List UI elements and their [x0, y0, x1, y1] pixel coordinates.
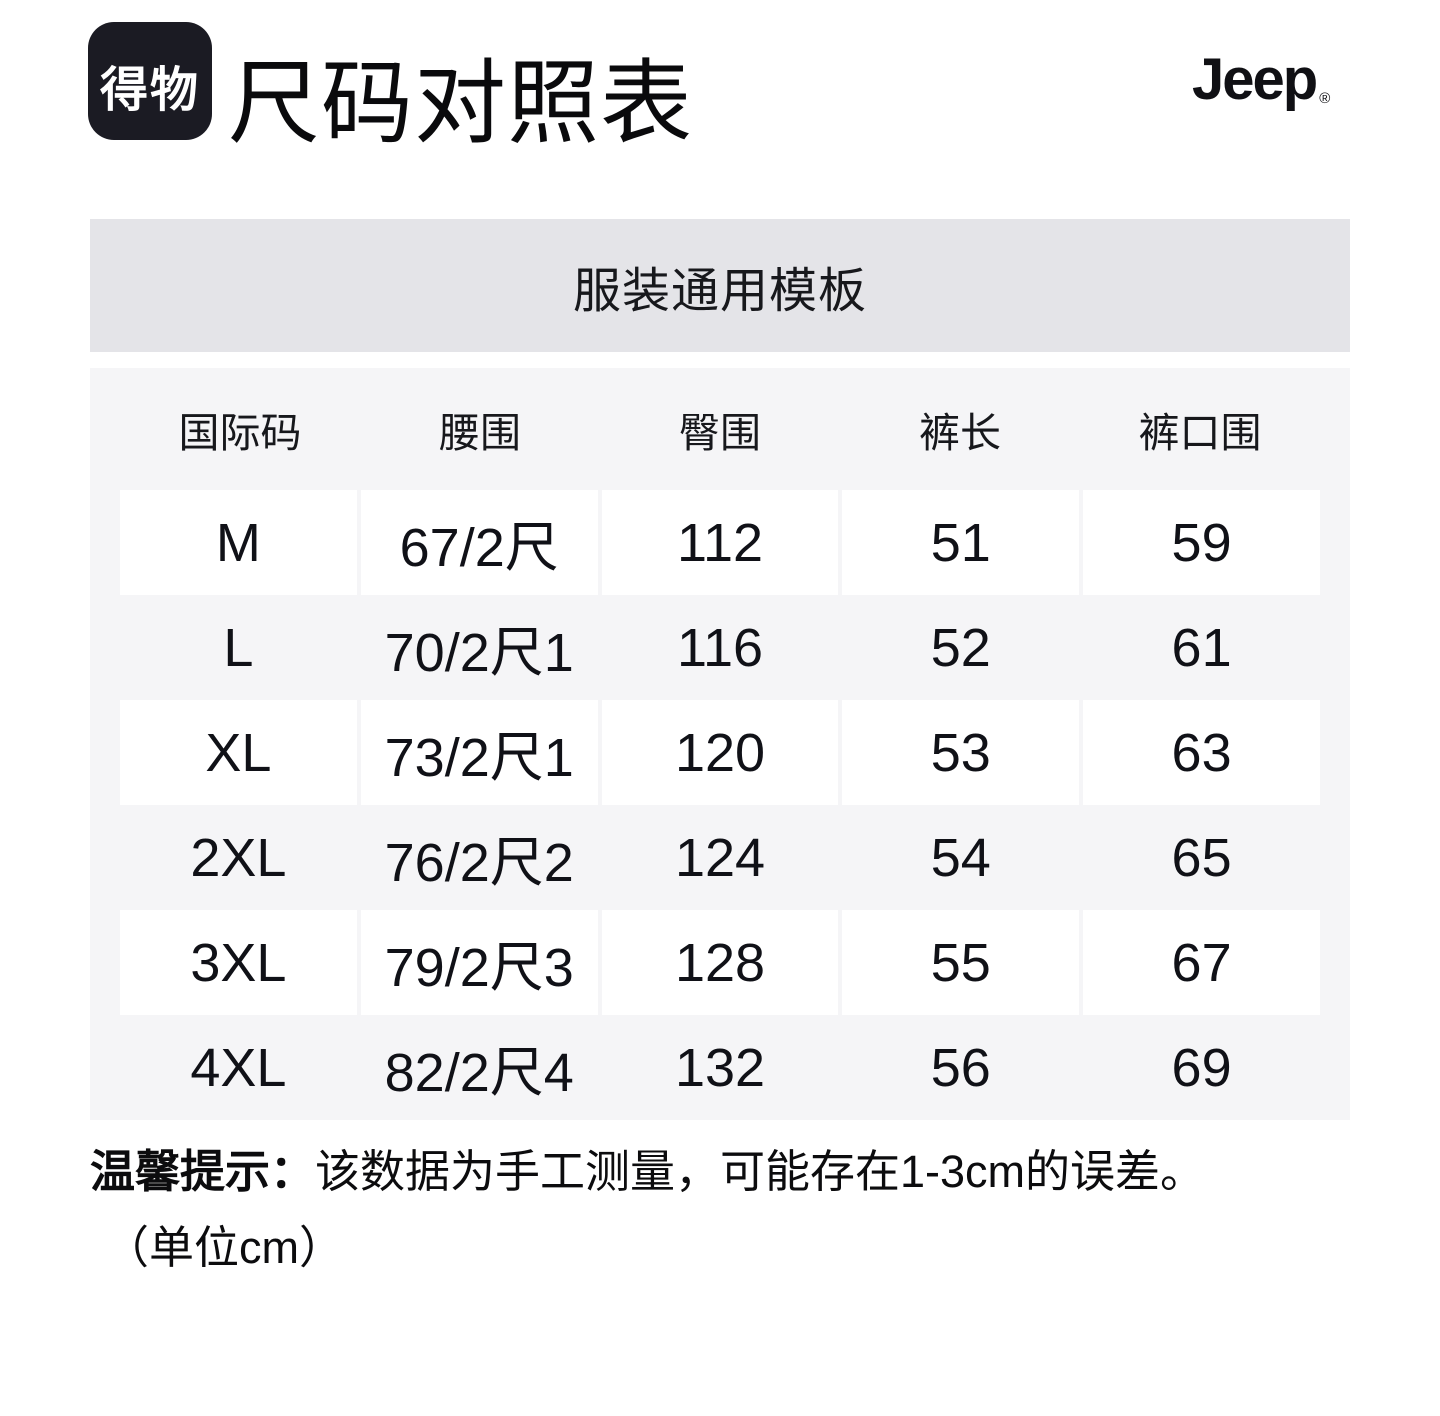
jeep-logo-text: Jeep [1192, 47, 1318, 112]
table-row: M 67/2尺 112 51 59 [120, 490, 1320, 595]
column-header-waist: 腰围 [439, 410, 521, 456]
table-cell: 76/2尺2 [384, 833, 574, 893]
size-table: 国际码 腰围 臀围 裤长 裤口围 M 67/2尺 112 51 59 L 70/… [90, 368, 1350, 1120]
column-header-leg-opening: 裤口围 [1138, 410, 1262, 456]
notice-label: 温馨提示： [90, 1146, 316, 1197]
column-header-hip: 臀围 [679, 410, 761, 456]
unit-note: （单位cm） [104, 1222, 344, 1273]
table-cell: 112 [601, 490, 839, 595]
measurement-disclaimer: 温馨提示：该数据为手工测量，可能存在1-3cm的误差。 [90, 1134, 1205, 1210]
jeep-brand-logo: Jeep ® [1192, 46, 1331, 113]
table-cell: 52 [930, 617, 991, 678]
table-cell: 54 [930, 827, 991, 888]
table-cell: 59 [1083, 490, 1320, 595]
table-header-row: 国际码 腰围 臀围 裤长 裤口围 [120, 368, 1320, 490]
table-cell: 53 [842, 700, 1080, 805]
table-cell: 51 [842, 490, 1080, 595]
table-cell: 82/2尺4 [384, 1043, 574, 1103]
table-cell: 70/2尺1 [384, 623, 574, 683]
template-bar: 服装通用模板 [90, 219, 1350, 352]
table-cell: M [120, 490, 357, 595]
footer-note: 温馨提示：该数据为手工测量，可能存在1-3cm的误差。 （单位cm） [90, 1134, 1205, 1286]
table-cell: 120 [601, 700, 839, 805]
table-cell: 56 [930, 1037, 991, 1098]
dewu-logo-text: 得物 [99, 64, 200, 117]
table-cell: 63 [1083, 700, 1320, 805]
table-cell: L [223, 617, 254, 678]
notice-text: 该数据为手工测量，可能存在1-3cm的误差。 [315, 1146, 1206, 1197]
table-cell: 69 [1171, 1037, 1232, 1098]
table-cell: 55 [842, 910, 1080, 1015]
table-cell: 67/2尺 [360, 490, 598, 595]
page-title: 尺码对照表 [228, 53, 694, 155]
registered-trademark-icon: ® [1319, 90, 1331, 107]
table-row: 4XL 82/2尺4 132 56 69 [120, 1015, 1320, 1120]
table-cell: 79/2尺3 [360, 910, 598, 1015]
table-cell: 2XL [190, 827, 287, 888]
template-bar-label: 服装通用模板 [572, 264, 867, 318]
table-row: XL 73/2尺1 120 53 63 [120, 700, 1320, 805]
table-row: L 70/2尺1 116 52 61 [120, 595, 1320, 700]
table-cell: 61 [1171, 617, 1232, 678]
table-cell: 67 [1083, 910, 1320, 1015]
table-cell: 124 [674, 827, 766, 888]
column-header-intl-size: 国际码 [178, 410, 302, 456]
table-cell: XL [120, 700, 357, 805]
table-row: 3XL 79/2尺3 128 55 67 [120, 910, 1320, 1015]
table-cell: 73/2尺1 [360, 700, 598, 805]
column-header-pant-length: 裤长 [919, 410, 1001, 456]
table-cell: 4XL [190, 1037, 287, 1098]
dewu-logo: 得物 [88, 22, 212, 140]
table-cell: 65 [1171, 827, 1232, 888]
table-cell: 128 [601, 910, 839, 1015]
table-cell: 116 [676, 617, 764, 678]
table-cell: 3XL [120, 910, 357, 1015]
table-row: 2XL 76/2尺2 124 54 65 [120, 805, 1320, 910]
table-cell: 132 [674, 1037, 766, 1098]
